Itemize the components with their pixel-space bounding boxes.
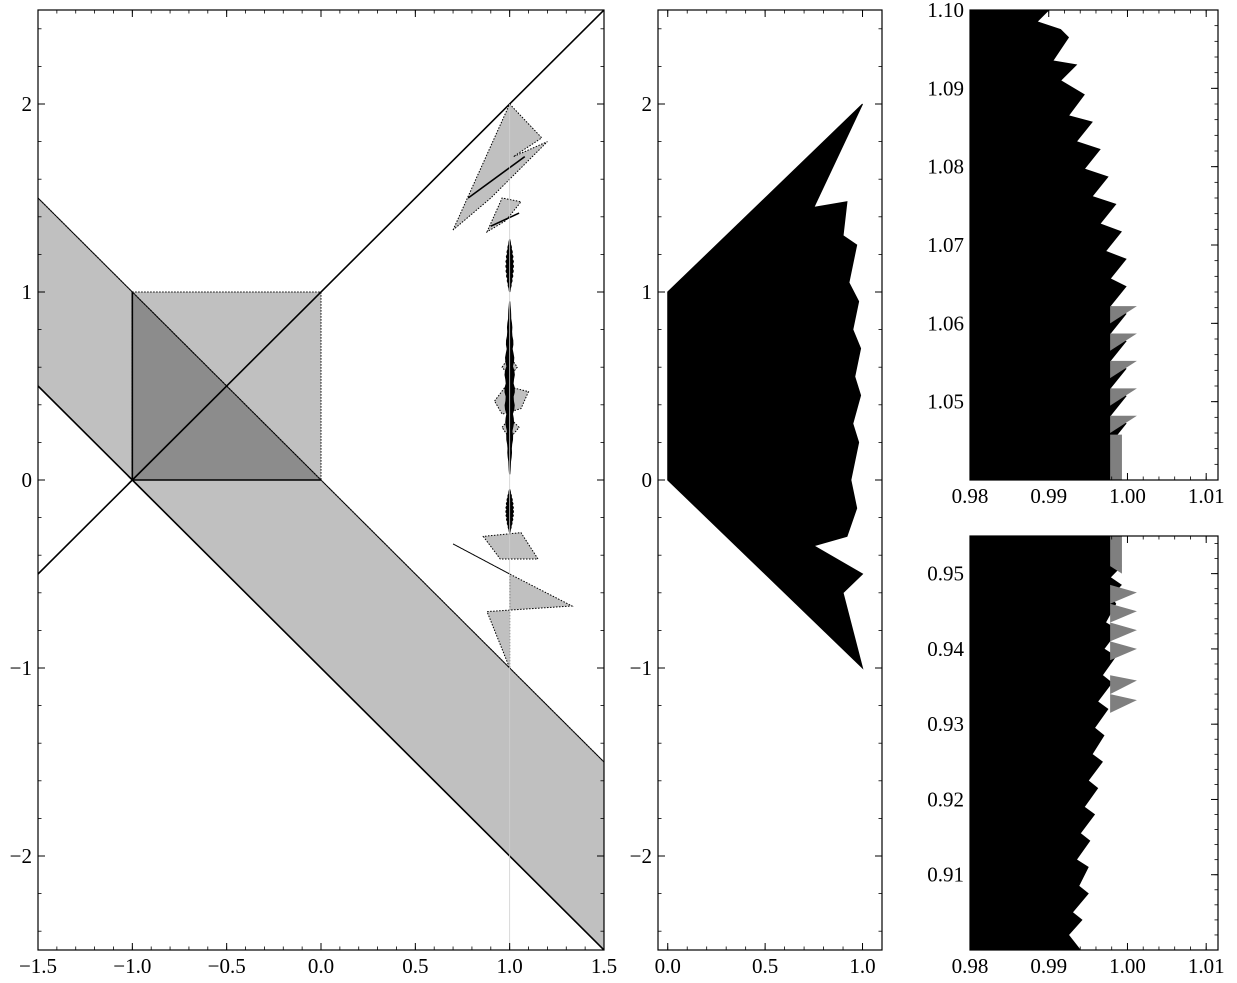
- x-tick-label: 1.00: [1109, 484, 1146, 508]
- filled-region: [970, 10, 1127, 480]
- y-tick-label: −2: [630, 844, 652, 868]
- y-tick-label: 0: [22, 468, 33, 492]
- y-tick-label: 1.08: [927, 155, 964, 179]
- x-tick-label: 1.00: [1109, 954, 1146, 978]
- gray-tooth: [1110, 584, 1137, 604]
- gray-tooth: [1110, 415, 1137, 433]
- y-tick-label: 0: [642, 468, 653, 492]
- gray-tooth: [1110, 360, 1137, 379]
- y-tick-label: 1.07: [927, 233, 964, 257]
- upper-kite-diagonal: [467, 155, 526, 199]
- y-tick-label: −1: [10, 656, 32, 680]
- axes-frame: [969, 535, 1219, 951]
- gray-tooth: [1110, 641, 1137, 661]
- x-tick-label: 1.5: [591, 954, 617, 978]
- gray-tooth: [1110, 675, 1137, 695]
- gray-tooth: [1110, 694, 1137, 713]
- x-tick-label: 1.0: [497, 954, 523, 978]
- y-tick-label: 1: [22, 280, 33, 304]
- panel-top-right: 0.98 0.99 1.00 1.01 1.05 1.06 1.07 1.08 1.09 1.10: [927, 0, 1224, 508]
- x-tick-label: 1.01: [1188, 484, 1225, 508]
- y-tick-label: 1.10: [927, 0, 964, 22]
- gray-tooth: [1110, 388, 1137, 406]
- x-tick-label: 0.98: [952, 954, 989, 978]
- y-tick-label: −1: [630, 656, 652, 680]
- filled-region: [667, 103, 864, 670]
- plot-area: [667, 103, 864, 670]
- x-tick-label: 0.0: [308, 954, 334, 978]
- x-tick-label: 0.99: [1030, 954, 1067, 978]
- panel-middle: 0.0 0.5 1.0 −2 −1 0 1 2: [630, 9, 883, 978]
- lower-kite-small: [482, 532, 539, 560]
- gray-tooth: [1110, 622, 1137, 642]
- panel-bottom-right: 0.98 0.99 1.00 1.01 0.91 0.92 0.93 0.94 0.95: [927, 535, 1225, 978]
- y-tick-label: 1: [642, 280, 653, 304]
- plot-area: [970, 536, 1137, 950]
- x-tick-label: 0.5: [752, 954, 778, 978]
- y-tick-label: 1.09: [927, 76, 964, 100]
- x-tick-label: −1.0: [113, 954, 151, 978]
- y-tick-label: 0.93: [927, 712, 964, 736]
- x-tick-label: 0.99: [1030, 484, 1067, 508]
- x-tick-label: 0.5: [402, 954, 428, 978]
- x-tick-label: 1.0: [849, 954, 875, 978]
- x-tick-label: 0.0: [655, 954, 681, 978]
- y-tick-label: 1.06: [927, 311, 964, 335]
- y-tick-label: 0.95: [927, 562, 964, 586]
- y-tick-label: 2: [642, 92, 653, 116]
- y-tick-label: −2: [10, 844, 32, 868]
- gray-region: [1110, 536, 1122, 574]
- y-tick-label: 1.05: [927, 390, 964, 414]
- plot-area: [970, 10, 1137, 480]
- panel-left: −1.5 −1.0 −0.5 0.0 0.5 1.0 1.5 −2 −1 0 1 2: [10, 9, 617, 978]
- x-tick-label: −0.5: [208, 954, 246, 978]
- plot-area: [38, 10, 604, 950]
- y-tick-label: 0.94: [927, 637, 964, 661]
- y-tick-label: 0.92: [927, 787, 964, 811]
- filled-region: [970, 536, 1122, 950]
- gray-tooth: [1110, 603, 1137, 623]
- y-tick-label: 2: [22, 92, 33, 116]
- gray-tooth: [1110, 333, 1137, 351]
- x-tick-label: 0.98: [952, 484, 989, 508]
- upper-kite-diagonal-2: [490, 212, 520, 227]
- gray-tooth: [1110, 306, 1137, 324]
- x-tick-label: 1.01: [1188, 954, 1225, 978]
- x-tick-label: −1.5: [19, 954, 57, 978]
- y-tick-label: 0.91: [927, 863, 964, 887]
- gray-region: [1110, 434, 1122, 480]
